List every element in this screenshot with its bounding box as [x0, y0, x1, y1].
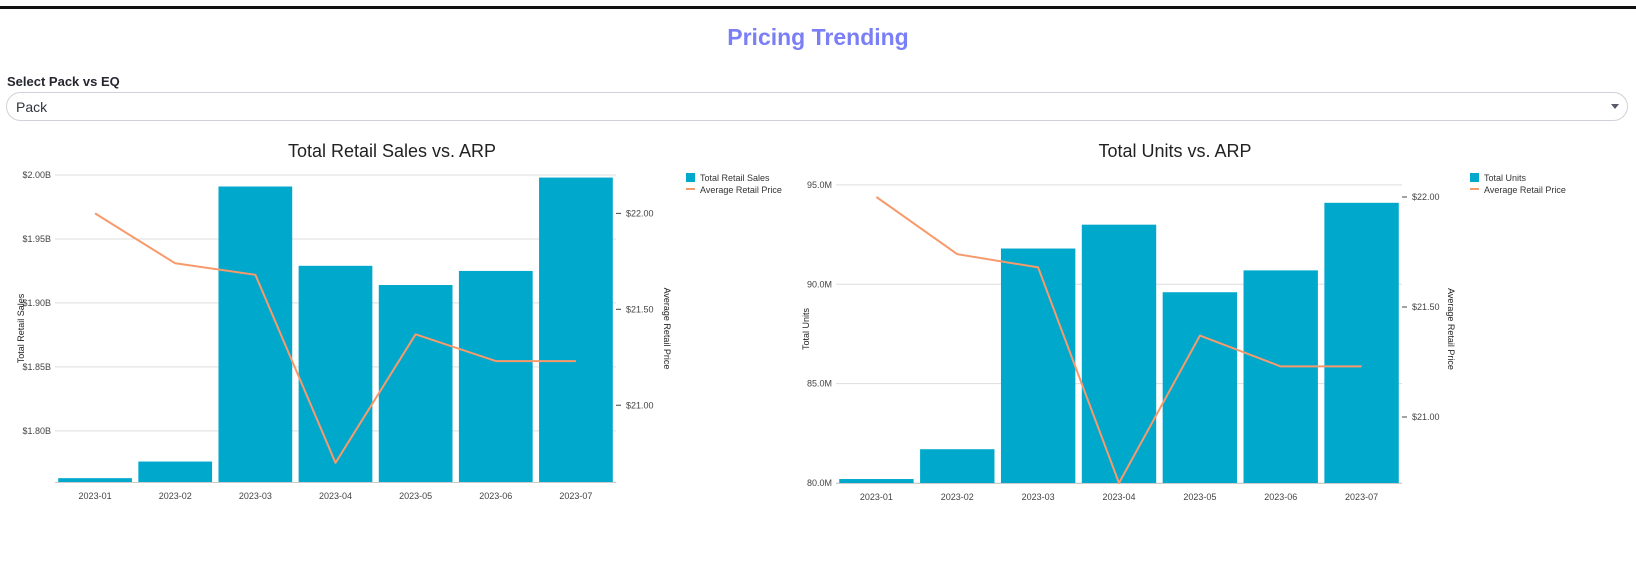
bar [458, 270, 533, 482]
y-tick-label: $1.80B [22, 426, 51, 436]
bar [1000, 248, 1076, 483]
x-tick-label: 2023-01 [860, 492, 893, 502]
chevron-down-icon [1611, 104, 1619, 109]
y-tick-label: 85.0M [807, 379, 832, 389]
x-tick-label: 2023-05 [1183, 492, 1216, 502]
y-tick-label: 90.0M [807, 279, 832, 289]
units-chart: Total Units vs. ARP 80.0M 85.0M 90.0M 95.0M T… [801, 141, 1566, 502]
y2-axis-title: Average Retail Price [662, 288, 672, 370]
legend-label: Total Retail Sales [700, 173, 770, 183]
bar [920, 449, 995, 483]
bar [138, 461, 213, 482]
x-tick-label: 2023-03 [1022, 492, 1055, 502]
x-tick-label: 2023-06 [1264, 492, 1297, 502]
pack-eq-select[interactable]: Pack [6, 92, 1628, 121]
page-title: Pricing Trending [727, 24, 909, 50]
x-tick-label: 2023-04 [319, 491, 352, 501]
y2-tick-label: $21.00 [626, 400, 654, 410]
bar [839, 479, 914, 483]
bar [1243, 270, 1318, 483]
x-tick-label: 2023-07 [1345, 492, 1378, 502]
y-tick-label: $1.85B [22, 362, 51, 372]
legend-swatch-bar [686, 173, 695, 182]
legend-label: Total Units [1484, 173, 1527, 183]
chart-title: Total Retail Sales vs. ARP [288, 141, 496, 161]
select-label: Select Pack vs EQ [7, 74, 120, 89]
bar [1081, 224, 1157, 483]
y-axis-title: Total Retail Sales [16, 293, 26, 363]
chart-title: Total Units vs. ARP [1098, 141, 1251, 161]
y-tick-label: $2.00B [22, 170, 51, 180]
y-tick-label: $1.95B [22, 234, 51, 244]
arp-line [875, 196, 1362, 484]
legend-label: Average Retail Price [1484, 185, 1566, 195]
x-tick-label: 2023-01 [79, 491, 112, 501]
arp-line [94, 212, 576, 464]
bar [1162, 292, 1238, 483]
legend-swatch-line [686, 188, 695, 190]
bar [298, 265, 373, 482]
y-tick-label: $1.90B [22, 298, 51, 308]
legend-swatch-bar [1470, 173, 1479, 182]
y2-tick-label: $22.00 [626, 208, 654, 218]
x-tick-label: 2023-02 [941, 492, 974, 502]
x-tick-label: 2023-04 [1102, 492, 1135, 502]
x-tick-label: 2023-05 [399, 491, 432, 501]
y2-tick-label: $22.00 [1412, 192, 1440, 202]
x-tick-label: 2023-02 [159, 491, 192, 501]
y-tick-label: 95.0M [807, 180, 832, 190]
legend-label: Average Retail Price [700, 185, 782, 195]
bar [58, 478, 132, 482]
legend-swatch-line [1470, 188, 1479, 190]
retail-sales-chart: Total Retail Sales vs. ARP $1.80B $1.85B $1… [16, 141, 782, 501]
y-axis-title: Total Units [801, 307, 811, 350]
y2-tick-label: $21.00 [1412, 412, 1440, 422]
x-tick-label: 2023-03 [239, 491, 272, 501]
y2-tick-label: $21.50 [1412, 302, 1440, 312]
x-tick-label: 2023-07 [559, 491, 592, 501]
x-tick-label: 2023-06 [479, 491, 512, 501]
top-divider [0, 6, 1636, 9]
y2-tick-label: $21.50 [626, 304, 654, 314]
bar [1324, 202, 1399, 484]
y-tick-label: 80.0M [807, 478, 832, 488]
y2-axis-title: Average Retail Price [1446, 288, 1456, 370]
bar [539, 177, 613, 482]
select-value: Pack [16, 99, 48, 115]
bar [378, 285, 453, 482]
